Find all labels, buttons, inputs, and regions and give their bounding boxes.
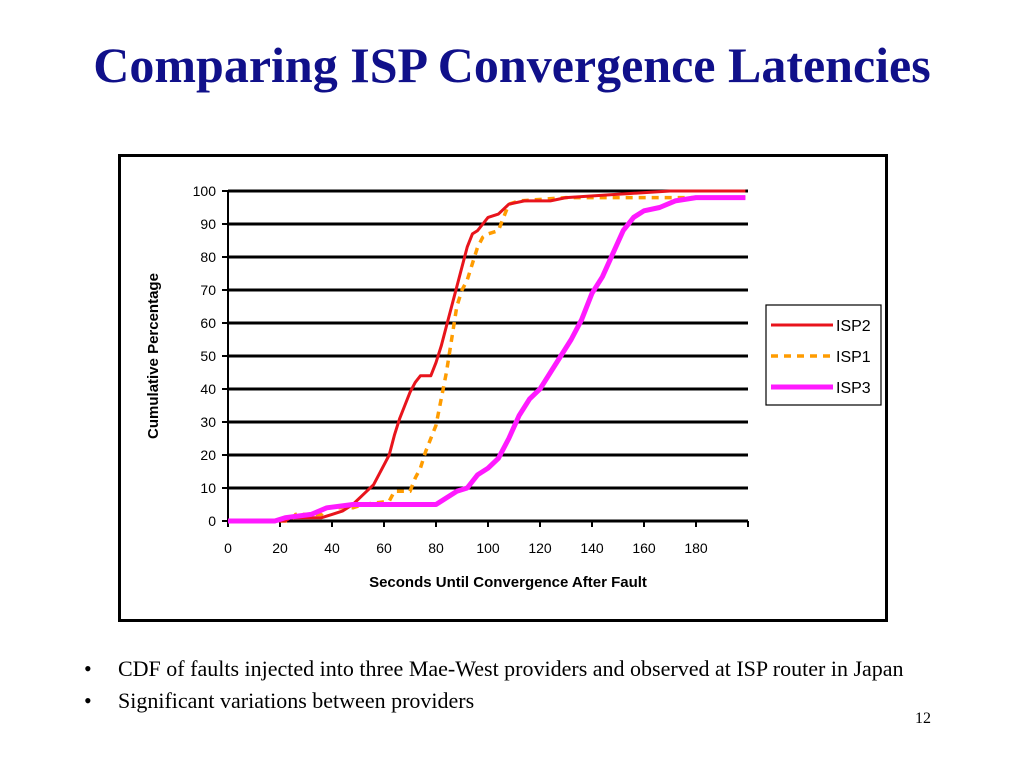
x-axis-label: Seconds Until Convergence After Fault: [369, 574, 647, 591]
bullet-item: • CDF of faults injected into three Mae-…: [80, 656, 920, 682]
bullet-text: Significant variations between providers: [118, 688, 475, 713]
x-tick-label: 180: [684, 540, 708, 556]
x-tick-label: 140: [580, 540, 604, 556]
page-number: 12: [915, 710, 931, 727]
y-tick-label: 90: [200, 216, 216, 232]
y-tick-label: 40: [200, 381, 216, 397]
y-tick-label: 10: [200, 480, 216, 496]
x-tick-label: 100: [476, 540, 500, 556]
legend-label: ISP3: [836, 380, 871, 397]
x-tick-label: 120: [528, 540, 552, 556]
y-tick-label: 50: [200, 348, 216, 364]
x-tick-label: 40: [324, 540, 340, 556]
chart-frame: 0 10 20 30 40 50 60 70 80 90 100 0 20 40 60 80 100 120 140…: [118, 154, 888, 622]
legend-label: ISP2: [836, 318, 871, 335]
y-tick-label: 30: [200, 414, 216, 430]
cdf-line-chart: 0 10 20 30 40 50 60 70 80 90 100 0 20 40 60 80 100 120 140…: [145, 183, 882, 591]
x-tick-label: 60: [376, 540, 392, 556]
x-tick-label: 0: [224, 540, 232, 556]
x-tick-label: 20: [272, 540, 288, 556]
y-tick-label: 60: [200, 315, 216, 331]
x-tick-label: 160: [632, 540, 656, 556]
y-axis-label: Cumulative Percentage: [145, 273, 162, 439]
x-tick-label: 80: [428, 540, 444, 556]
legend-label: ISP1: [836, 349, 871, 366]
bullet-list: • CDF of faults injected into three Mae-…: [80, 656, 920, 720]
y-tick-label: 0: [208, 513, 216, 529]
bullet-text: CDF of faults injected into three Mae-We…: [118, 656, 904, 681]
y-tick-label: 20: [200, 447, 216, 463]
y-tick-label: 100: [193, 183, 217, 199]
slide-title: Comparing ISP Convergence Latencies: [93, 37, 931, 93]
bullet-icon: •: [84, 656, 92, 681]
series-line-isp1: [228, 195, 746, 523]
series-line-isp3: [228, 195, 746, 524]
bullet-icon: •: [84, 688, 92, 713]
bullet-item: • Significant variations between provide…: [80, 688, 920, 714]
y-tick-label: 80: [200, 249, 216, 265]
y-tick-label: 70: [200, 282, 216, 298]
